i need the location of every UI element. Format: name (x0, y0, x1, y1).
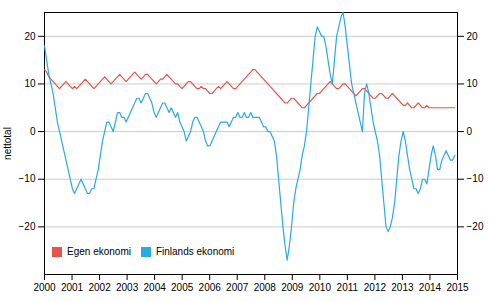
svg-text:20: 20 (24, 31, 36, 42)
svg-text:2005: 2005 (171, 282, 194, 293)
svg-text:2008: 2008 (254, 282, 277, 293)
svg-text:2006: 2006 (199, 282, 222, 293)
svg-text:−20: −20 (467, 221, 484, 232)
svg-text:2000: 2000 (33, 282, 56, 293)
svg-text:0: 0 (467, 126, 473, 137)
svg-text:2001: 2001 (61, 282, 84, 293)
svg-text:2010: 2010 (309, 282, 332, 293)
svg-text:−10: −10 (19, 173, 36, 184)
svg-text:−10: −10 (467, 173, 484, 184)
svg-text:2013: 2013 (391, 282, 414, 293)
svg-text:2014: 2014 (419, 282, 442, 293)
svg-text:2004: 2004 (144, 282, 167, 293)
svg-text:2003: 2003 (116, 282, 139, 293)
html-text:Egen ekonomi: Egen ekonomi (67, 246, 131, 257)
svg-text:2007: 2007 (226, 282, 249, 293)
svg-text:nettotal: nettotal (2, 127, 13, 160)
svg-text:0: 0 (30, 126, 36, 137)
svg-text:10: 10 (24, 78, 36, 89)
svg-text:−20: −20 (19, 221, 36, 232)
svg-text:2009: 2009 (281, 282, 304, 293)
svg-text:2011: 2011 (337, 282, 359, 293)
svg-text:2015: 2015 (446, 282, 469, 293)
svg-text:20: 20 (467, 31, 479, 42)
svg-text:2002: 2002 (88, 282, 111, 293)
svg-text:10: 10 (467, 78, 479, 89)
svg-text:2012: 2012 (364, 282, 387, 293)
html-text:Finlands ekonomi: Finlands ekonomi (155, 246, 235, 257)
